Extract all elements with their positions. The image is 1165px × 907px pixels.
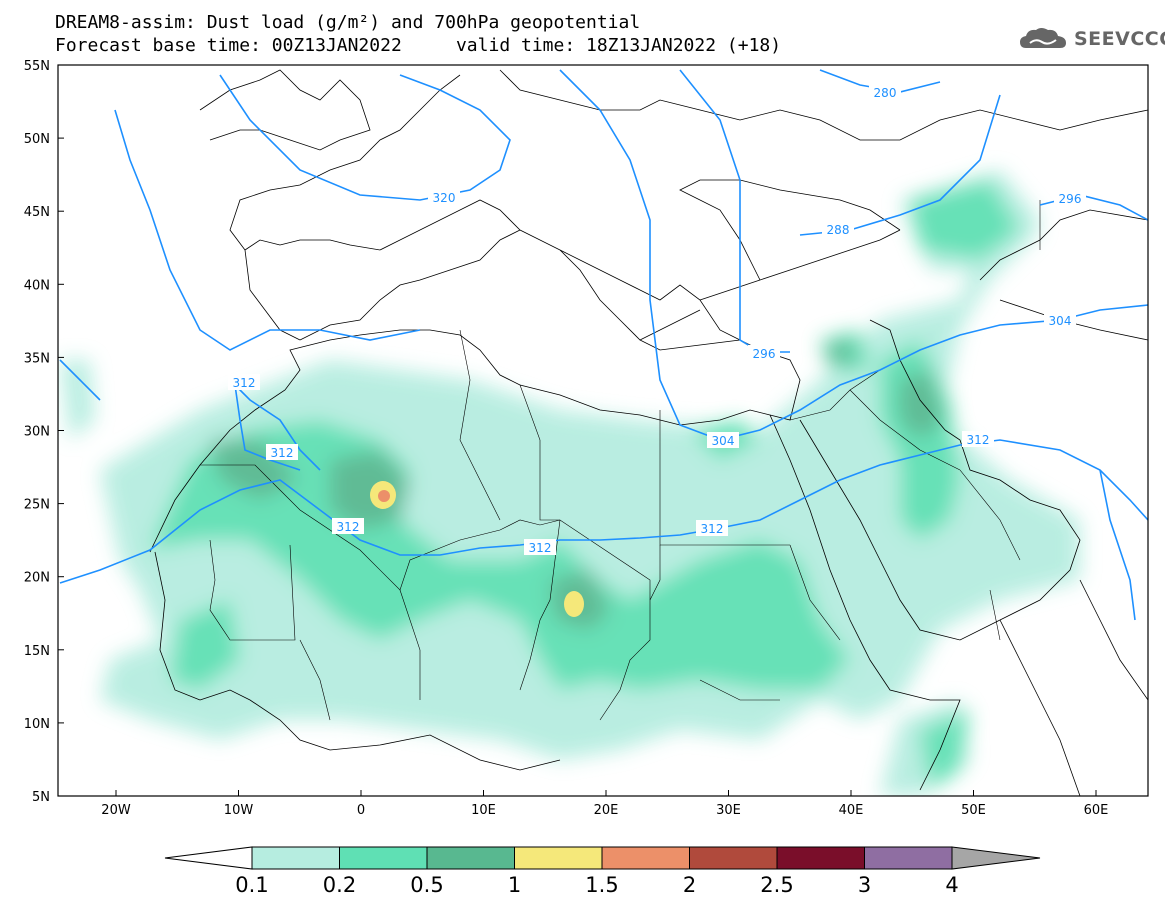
longitude-labels: 20W 10W 0 10E 20E 30E 40E 50E 60E [101, 790, 1108, 818]
lat-label: 35N [24, 351, 50, 366]
contour-label-bg [707, 432, 739, 448]
lat-label: 55N [24, 59, 50, 74]
contour-label-bg [696, 520, 728, 536]
lon-label: 10W [224, 803, 254, 818]
dust-field [60, 170, 1080, 796]
lon-label: 10E [471, 803, 496, 818]
contour-label: 312 [271, 446, 294, 460]
lat-label: 10N [24, 717, 50, 732]
colorbar-segment [426, 846, 515, 870]
lat-label: 50N [24, 132, 50, 147]
colorbar-tick-label: 1 [508, 873, 521, 897]
lon-label: 60E [1084, 803, 1109, 818]
seevccc-logo: SEEVCCC [1018, 26, 1165, 52]
colorbar-tick-label: 2 [683, 873, 696, 897]
latitude-labels: 55N 50N 45N 40N 35N 30N 25N 20N 15N 10N 5N [24, 59, 64, 805]
contour-label-bg [1044, 312, 1076, 328]
lat-label: 15N [24, 644, 50, 659]
contour-label: 312 [337, 520, 360, 534]
colorbar-segment [251, 846, 340, 870]
cloud-icon [1020, 28, 1066, 48]
lat-label: 45N [24, 205, 50, 220]
colorbar-left-arrow [164, 846, 253, 870]
contour-label: 312 [529, 541, 552, 555]
contour-label: 288 [827, 223, 850, 237]
lon-label: 20W [101, 803, 131, 818]
lat-label: 25N [24, 498, 50, 513]
lon-label: 40E [839, 803, 864, 818]
contour-label-bg [524, 539, 556, 555]
contour-label: 296 [753, 347, 776, 361]
lon-label: 0 [357, 803, 365, 818]
contour-label: 304 [1049, 314, 1072, 328]
colorbar-segment [339, 846, 428, 870]
contour-label-bg [266, 444, 298, 460]
lat-label: 40N [24, 278, 50, 293]
contour-label: 296 [1059, 192, 1082, 206]
country-borders [200, 200, 1041, 721]
contour-label: 304 [712, 434, 735, 448]
colorbar: 0.1 0.2 0.5 1 1.5 2 2.5 3 4 [164, 846, 1041, 897]
colorbar-segment [601, 846, 690, 870]
lon-label: 50E [961, 803, 986, 818]
contour-label-bg [428, 189, 460, 205]
contour-label-bg [962, 431, 994, 447]
coastlines [149, 69, 1148, 796]
map-title: DREAM8-assim: Dust load (g/m²) and 700hP… [55, 12, 641, 33]
contour-label-bg [869, 84, 901, 100]
lat-label: 30N [24, 425, 50, 440]
colorbar-segment [776, 846, 865, 870]
colorbar-tick-label: 0.5 [410, 873, 443, 897]
contour-label: 312 [701, 522, 724, 536]
contour-label-bg [1054, 190, 1086, 206]
colorbar-tick-label: 0.1 [235, 873, 268, 897]
colorbar-right-arrow [951, 846, 1041, 870]
lon-label: 20E [594, 803, 619, 818]
contour-label: 320 [433, 191, 456, 205]
logo-text: SEEVCCC [1074, 28, 1165, 50]
colorbar-segment [689, 846, 778, 870]
contour-label: 312 [967, 433, 990, 447]
lon-label: 30E [716, 803, 741, 818]
contour-labels: 280 288 296 296 304 304 312 312 312 312 312 312 320 [228, 84, 1086, 555]
colorbar-tick-label: 3 [858, 873, 871, 897]
contour-label: 280 [874, 86, 897, 100]
colorbar-tick-label: 4 [945, 873, 958, 897]
colorbar-segment [514, 846, 603, 870]
contour-label-bg [748, 345, 780, 361]
colorbar-tick-label: 0.2 [323, 873, 356, 897]
contour-label-bg [332, 518, 364, 534]
contour-label-bg [228, 374, 260, 390]
lat-label: 20N [24, 571, 50, 586]
forecast-time: Forecast base time: 00Z13JAN2022 valid t… [55, 35, 782, 56]
contour-label: 312 [233, 376, 256, 390]
contour-label-bg [822, 221, 854, 237]
colorbar-tick-label: 2.5 [760, 873, 793, 897]
colorbar-segment [864, 846, 953, 870]
colorbar-tick-label: 1.5 [585, 873, 618, 897]
lat-label: 5N [32, 790, 50, 805]
